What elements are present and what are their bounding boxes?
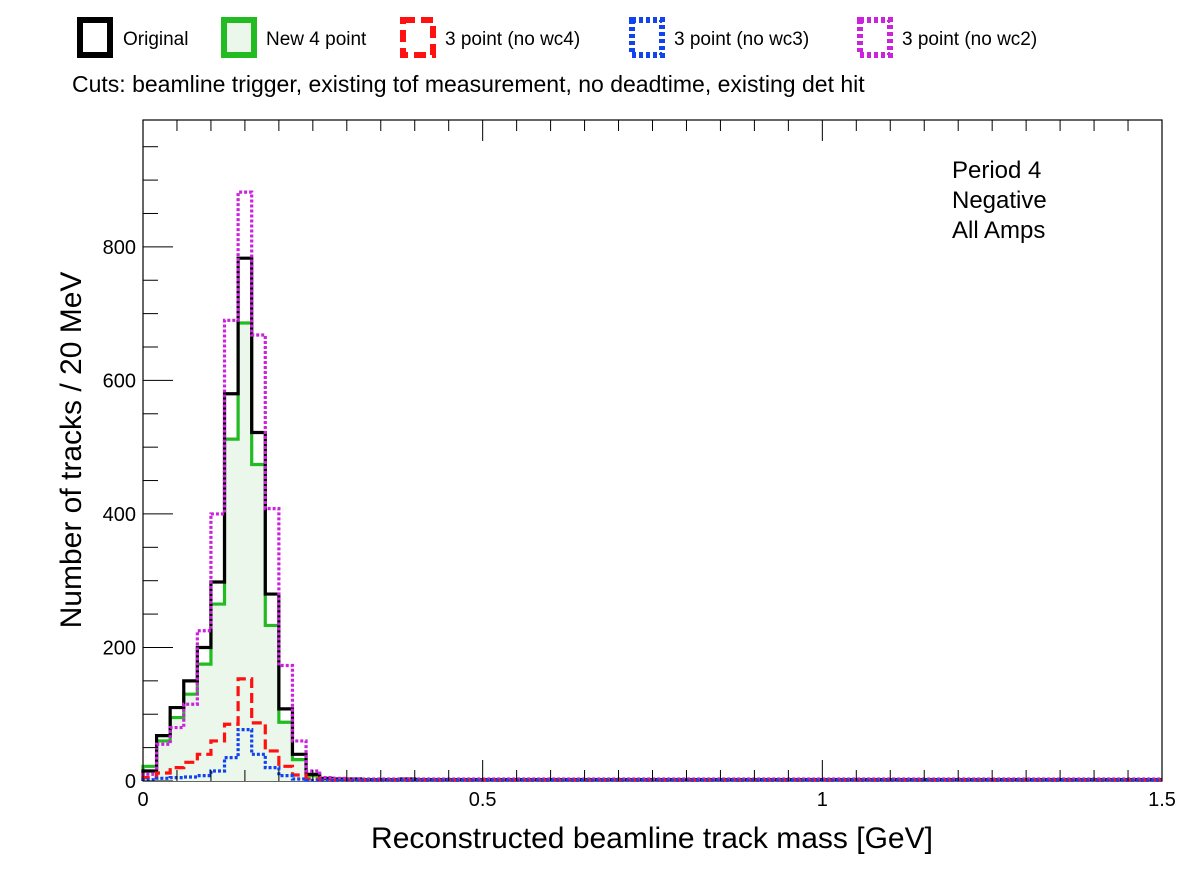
y-tick-label: 200	[103, 637, 136, 659]
y-tick-label: 400	[103, 504, 136, 526]
series-original	[141, 256, 1162, 782]
series-line	[141, 256, 1162, 782]
legend-label: 3 point (no wc3)	[674, 29, 809, 50]
y-tick-label: 0	[125, 771, 136, 793]
legend-label: 3 point (no wc4)	[445, 29, 580, 50]
legend-entry: 3 point (no wc2)	[857, 17, 1037, 58]
legend-label: New 4 point	[266, 29, 367, 50]
legend-label: Original	[123, 29, 188, 50]
legend-swatch	[77, 17, 113, 58]
x-axis: 0 0.5 1 1.5	[137, 120, 1176, 811]
legend-entry: 3 point (no wc4)	[400, 17, 580, 58]
x-tick-label: 1	[817, 789, 828, 811]
bin-mark	[292, 740, 306, 742]
legend-entry: New 4 point	[221, 17, 367, 58]
y-tick-label: 800	[103, 237, 136, 259]
legend-swatch	[857, 17, 893, 58]
x-axis-title: Reconstructed beamline track mass [GeV]	[371, 822, 933, 855]
series-fill	[143, 322, 1162, 781]
legend-swatch	[400, 17, 436, 58]
y-tick-label: 600	[103, 370, 136, 392]
series-line	[141, 190, 1162, 781]
legend-entry: 3 point (no wc3)	[629, 17, 809, 58]
bin-mark	[265, 508, 279, 510]
series-3-point-no-wc3	[141, 727, 1162, 782]
annotation-charge: Negative	[952, 187, 1047, 214]
annotation-period: Period 4	[952, 157, 1041, 184]
series-3-point-no-wc2	[141, 190, 1162, 781]
legend-swatch	[221, 17, 257, 58]
annotation-amps: All Amps	[952, 217, 1045, 244]
series-3-point-no-wc4	[141, 677, 1162, 782]
series-line	[141, 727, 1162, 782]
x-tick-label: 1.5	[1148, 789, 1176, 811]
legend-swatch	[629, 17, 665, 58]
x-tick-label: 0.5	[469, 789, 497, 811]
legend-label: 3 point (no wc2)	[902, 29, 1037, 50]
legend: Original New 4 point 3 point (no wc4) 3 poi…	[77, 17, 1037, 58]
series-layer	[141, 190, 1162, 782]
bin-mark	[225, 319, 239, 321]
x-tick-label: 0	[137, 789, 148, 811]
legend-entry: Original	[77, 17, 188, 58]
series-new-4-point	[141, 321, 1162, 782]
series-line	[141, 677, 1162, 782]
series-line	[141, 321, 1162, 782]
y-axis-title: Number of tracks / 20 MeV	[55, 272, 88, 629]
y-axis: 0 200 400 600 800	[103, 146, 173, 793]
cuts-label: Cuts: beamline trigger, existing tof mea…	[72, 71, 865, 97]
